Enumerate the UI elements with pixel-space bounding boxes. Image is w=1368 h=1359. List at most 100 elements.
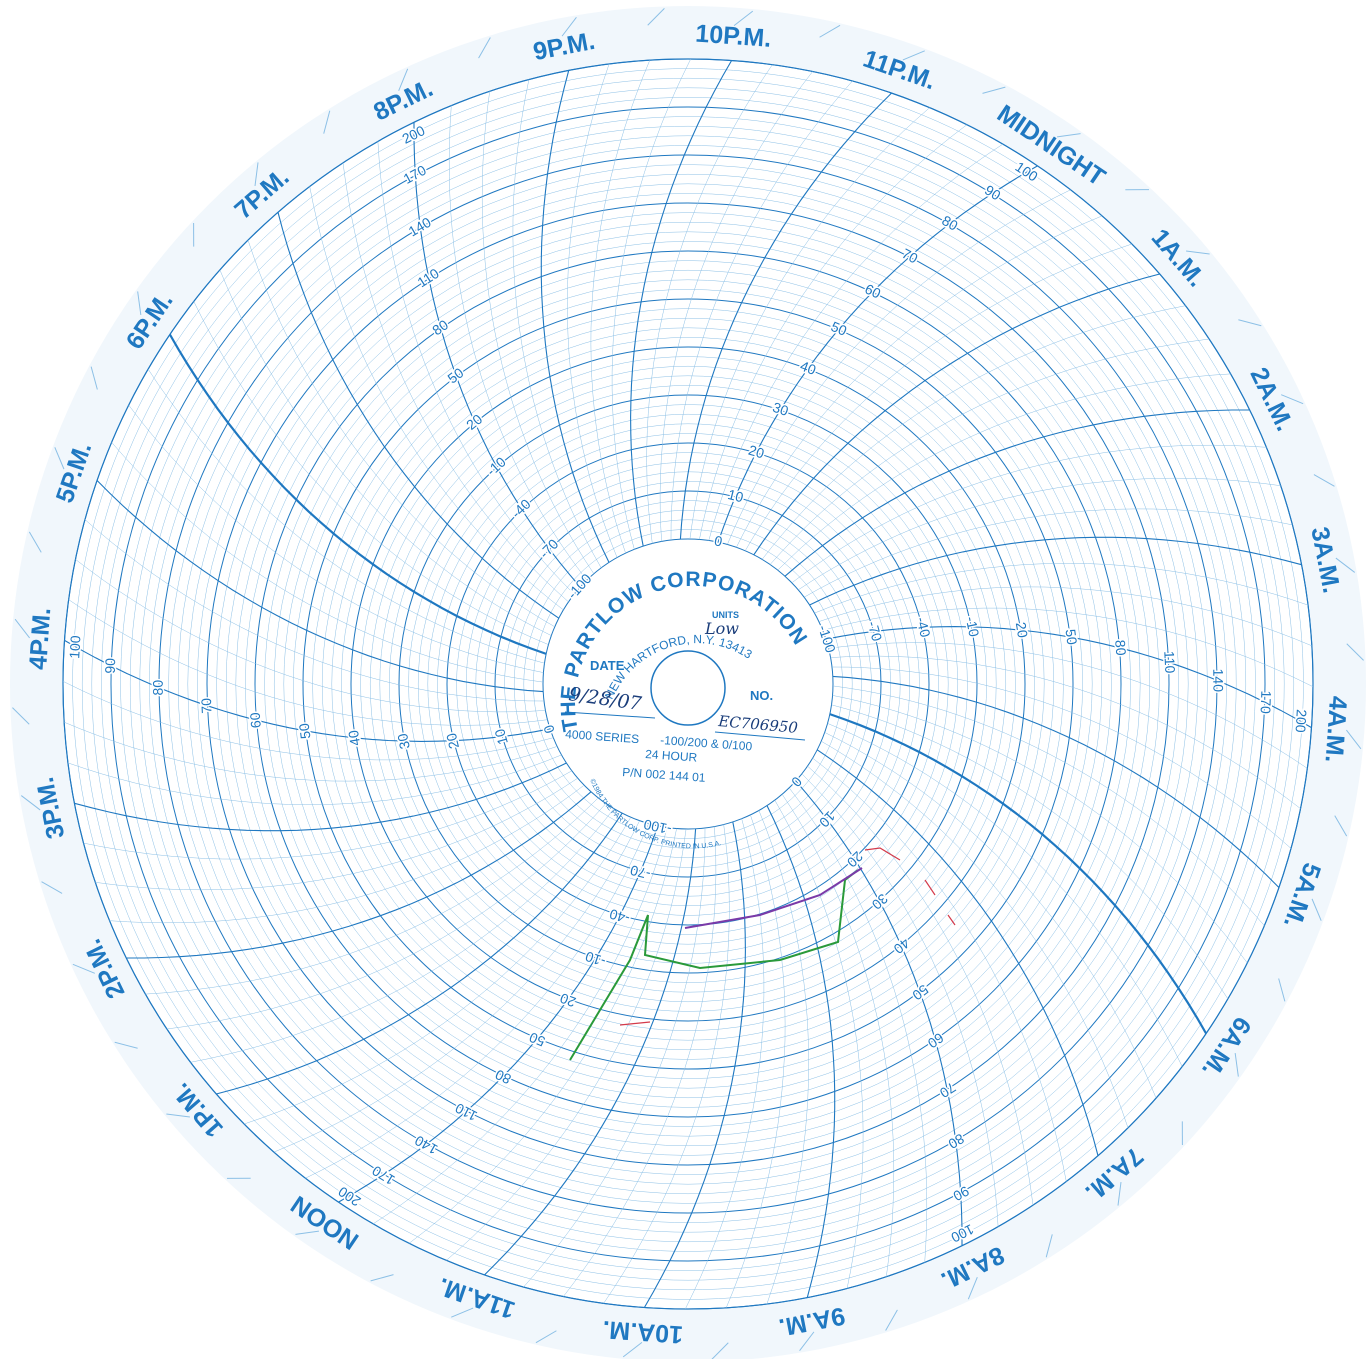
time-line <box>413 122 581 588</box>
grid-circle <box>389 385 987 983</box>
time-line <box>784 409 1250 577</box>
scale-label: 80 <box>1112 639 1129 656</box>
pen-trace-red <box>619 847 956 1026</box>
margin-tick <box>20 795 41 811</box>
grid-circle <box>81 77 1295 1291</box>
grid-circle <box>542 538 834 830</box>
time-line <box>563 826 717 1297</box>
center-hole <box>650 650 726 726</box>
time-line <box>761 305 1186 560</box>
time-line <box>821 740 1129 1128</box>
scale-label: 20 <box>1013 621 1031 639</box>
time-line <box>67 754 562 805</box>
date-label: DATE <box>590 658 625 673</box>
grid-circle <box>417 413 959 955</box>
margin-tick <box>1278 978 1286 1002</box>
time-line <box>822 607 1314 687</box>
time-line <box>699 124 968 540</box>
time-line <box>791 444 1267 583</box>
grid-circle <box>139 135 1237 1233</box>
time-line <box>758 810 809 1305</box>
time-line <box>590 60 651 554</box>
margin-tick <box>1281 394 1304 405</box>
grid-circle <box>293 289 1083 1079</box>
grid-circle <box>485 481 891 887</box>
grid-circle <box>360 356 1016 1012</box>
grid-circle <box>187 183 1189 1185</box>
time-line <box>603 824 730 1304</box>
time-line <box>408 828 677 1244</box>
time-line <box>168 333 547 655</box>
time-line <box>777 373 1231 571</box>
time-line <box>679 92 892 540</box>
grid-circle <box>312 308 1064 1060</box>
margin-tick <box>41 881 63 894</box>
number-underline <box>714 731 806 741</box>
grid-circle <box>206 202 1170 1166</box>
margin-tick <box>622 1341 643 1358</box>
time-line <box>736 215 1103 548</box>
units-label: UNITS <box>712 610 739 620</box>
time-line <box>774 800 864 1289</box>
time-line <box>305 823 649 1179</box>
time-line <box>816 749 1099 1156</box>
grid-circle <box>513 509 863 859</box>
time-line <box>540 70 610 563</box>
time-line <box>448 105 587 581</box>
scale-label: 90 <box>102 658 118 674</box>
time-line <box>830 655 1301 809</box>
grid-circle <box>283 279 1093 1089</box>
scale-label: 20 <box>443 731 462 750</box>
time-line <box>789 787 928 1263</box>
scale-label: 100 <box>66 635 83 659</box>
grid-circle <box>408 404 968 964</box>
margin-tick <box>323 110 331 134</box>
time-line <box>725 814 786 1308</box>
margin-tick <box>1335 557 1356 573</box>
time-line <box>342 162 569 603</box>
grid-circle <box>264 260 1112 1108</box>
grid-circle <box>427 423 949 945</box>
scale-label: -10 <box>963 615 983 638</box>
grid-circle <box>225 221 1151 1147</box>
scale-label: -70 <box>865 619 886 643</box>
time-line <box>832 695 1248 964</box>
margin-tick <box>1313 474 1335 487</box>
time-line <box>670 80 853 541</box>
grid-circle <box>168 164 1208 1204</box>
grid-circle <box>158 154 1218 1214</box>
scale-label: 10 <box>726 486 745 505</box>
margin-tick <box>561 16 577 37</box>
grid-circle <box>110 106 1266 1262</box>
units-value: Low <box>704 619 739 638</box>
margin-tick <box>1057 133 1081 138</box>
time-line <box>64 721 558 782</box>
grid-circle <box>62 58 1314 1310</box>
time-line <box>193 301 549 645</box>
margin-tick <box>398 68 409 91</box>
time-line <box>753 273 1160 556</box>
time-line <box>481 91 595 574</box>
scale-label: -70 <box>628 862 652 883</box>
grid-circle <box>341 337 1035 1031</box>
grid <box>12 8 1364 1359</box>
scale-label: 40 <box>798 358 818 379</box>
grid-circle <box>446 442 930 926</box>
date-underline <box>564 711 656 719</box>
time-line <box>273 820 640 1153</box>
margin-tick <box>54 447 65 470</box>
grid-circle <box>398 394 978 974</box>
margin-tick <box>885 1309 898 1331</box>
scale-label: -40 <box>913 615 933 639</box>
time-line <box>84 519 545 702</box>
scale-label: 50 <box>1063 628 1081 646</box>
time-line <box>611 58 691 550</box>
part-number: P/N 002 144 01 <box>622 765 706 785</box>
time-line <box>446 828 687 1261</box>
margin-tick <box>254 162 259 186</box>
grid-circle <box>533 529 843 839</box>
time-line <box>801 773 999 1227</box>
margin-tick <box>711 1342 729 1359</box>
grid-circle <box>379 375 997 993</box>
grid-circle <box>235 231 1141 1137</box>
